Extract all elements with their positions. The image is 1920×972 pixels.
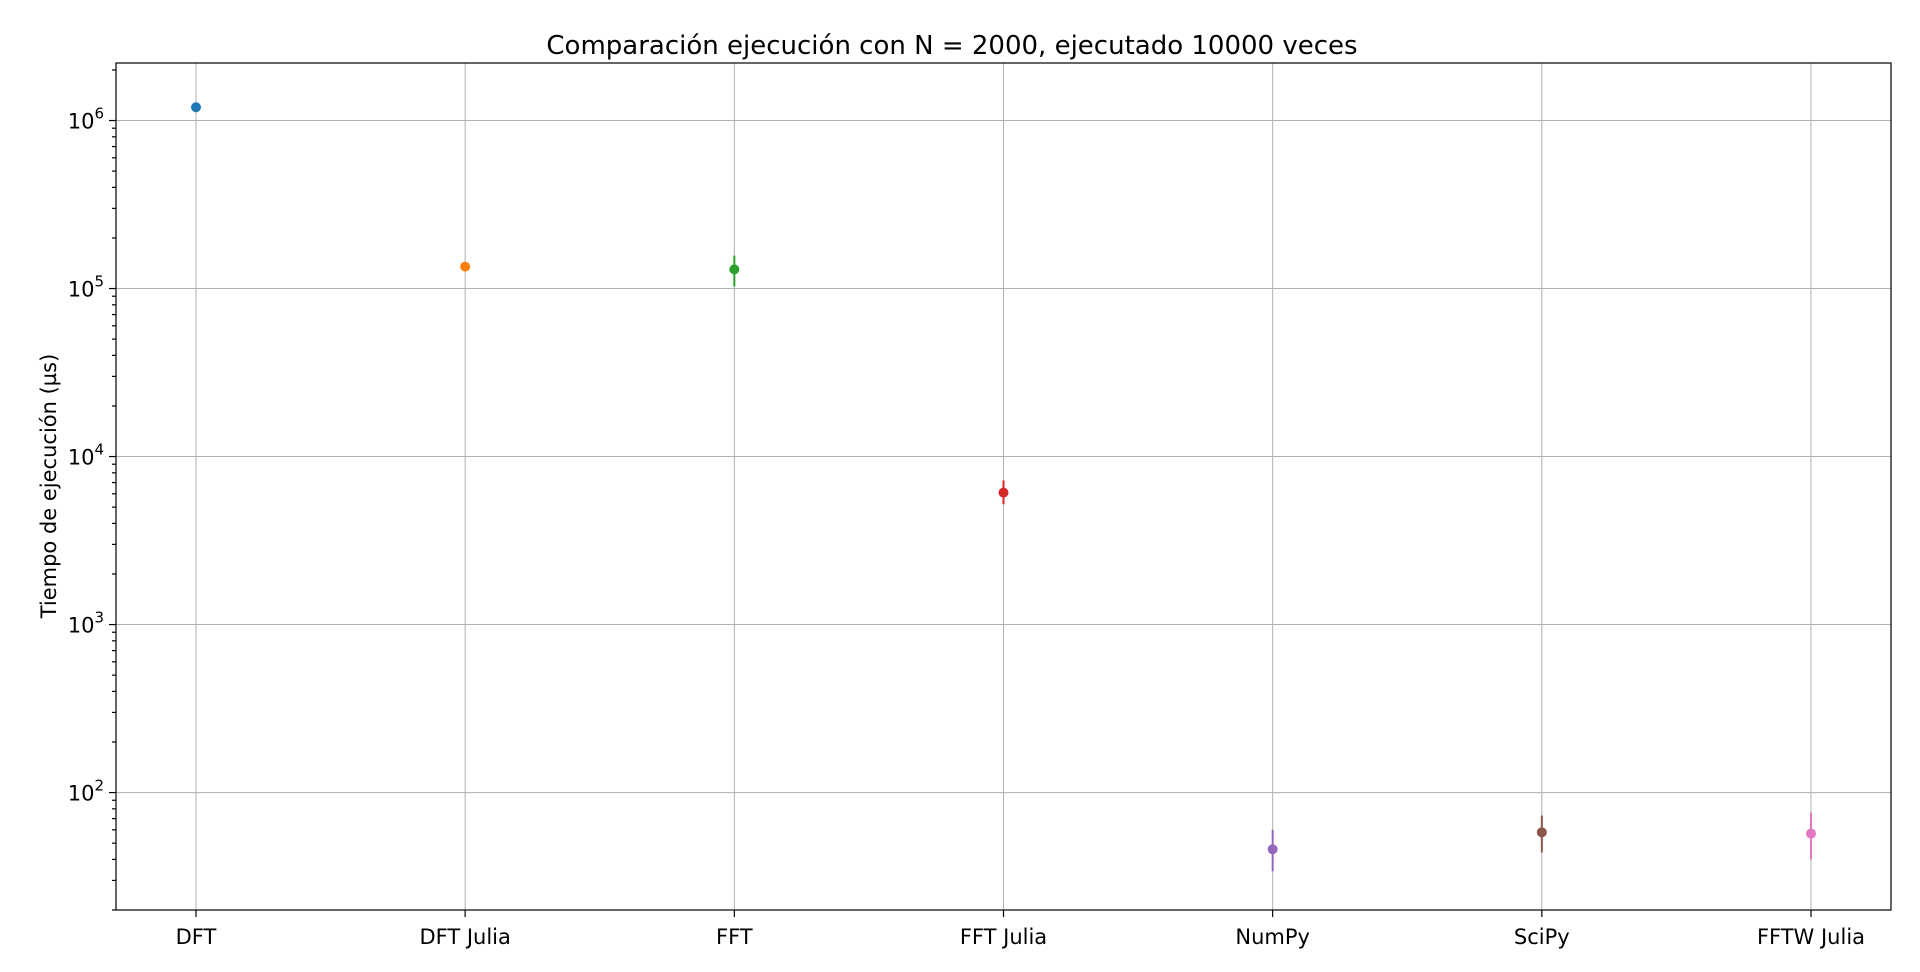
y-tick-base: 10 [68, 278, 95, 302]
data-point [1806, 828, 1816, 839]
x-tick-label: FFT [716, 925, 753, 949]
chart-title: Comparación ejecución con N = 2000, ejec… [546, 31, 1357, 61]
y-axis-label: Tiempo de ejecución (µs) [37, 354, 61, 620]
data-point [1536, 827, 1547, 838]
y-tick-exponent: 4 [94, 441, 104, 459]
y-tick-base: 10 [68, 782, 95, 806]
x-tick-label: FFT Julia [960, 925, 1047, 949]
axis-layer: DFT DFT Julia FFT FFT Julia NumPy SciPy FFTW J… [68, 69, 1865, 949]
y-tick-base: 10 [68, 446, 95, 470]
marks-layer [191, 102, 1816, 872]
y-tick-label: 103 [68, 609, 104, 638]
x-tick-label: SciPy [1514, 925, 1570, 949]
y-tick-base: 10 [68, 110, 95, 134]
y-tick-label: 104 [68, 441, 104, 470]
x-tick-label: DFT [176, 925, 217, 949]
data-point [191, 102, 201, 113]
x-tick-label: NumPy [1235, 925, 1310, 949]
data-point [729, 264, 740, 275]
y-tick-label: 105 [68, 273, 104, 302]
y-tick-label: 102 [68, 777, 104, 806]
x-tick-label: DFT Julia [419, 925, 510, 949]
y-tick-base: 10 [68, 614, 95, 638]
plot-frame [115, 62, 1892, 911]
data-point [460, 261, 471, 272]
data-point [998, 487, 1009, 498]
y-tick-label: 106 [68, 105, 104, 134]
x-tick-label: FFTW Julia [1757, 925, 1865, 949]
y-tick-exponent: 6 [94, 105, 104, 123]
y-tick-exponent: 2 [94, 777, 104, 795]
y-tick-exponent: 3 [94, 609, 104, 627]
grid-layer [116, 63, 1891, 910]
y-tick-exponent: 5 [94, 273, 104, 291]
data-point [1267, 844, 1278, 855]
